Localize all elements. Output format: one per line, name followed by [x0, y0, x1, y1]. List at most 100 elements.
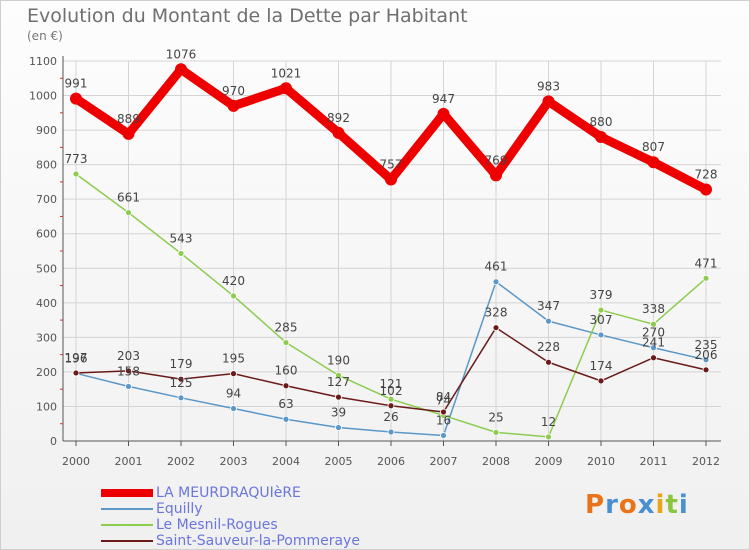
data-label: 203 — [117, 349, 140, 363]
data-point — [177, 394, 185, 402]
data-label: 39 — [331, 406, 346, 420]
data-label: 25 — [488, 410, 503, 424]
data-label: 190 — [327, 353, 350, 367]
data-point — [280, 82, 292, 95]
data-point — [230, 292, 237, 300]
data-point — [175, 63, 187, 76]
data-point — [492, 428, 500, 436]
data-point — [387, 428, 395, 436]
data-point — [700, 183, 712, 196]
x-tick-label: 2001 — [115, 455, 143, 468]
data-label: 196 — [65, 351, 88, 365]
data-point — [595, 131, 607, 143]
data-label: 285 — [275, 321, 298, 335]
data-label: 661 — [117, 191, 140, 205]
y-tick-label: 800 — [36, 159, 57, 172]
x-tick-label: 2011 — [640, 455, 668, 468]
data-point — [335, 371, 342, 379]
data-label: 461 — [485, 260, 508, 274]
data-point — [437, 107, 450, 120]
logo-letter: r — [605, 490, 619, 520]
logo-letter: i — [678, 490, 689, 520]
y-tick-label: 0 — [50, 435, 57, 448]
data-point — [387, 402, 395, 410]
data-label: 543 — [170, 231, 193, 245]
legend-swatch — [101, 508, 153, 510]
data-point — [335, 424, 342, 431]
data-point — [72, 369, 80, 377]
data-label: 74 — [436, 393, 451, 407]
data-point — [177, 375, 185, 383]
x-tick-label: 2008 — [482, 455, 510, 468]
data-point — [650, 354, 657, 362]
data-label: 769 — [485, 153, 508, 167]
data-label: 807 — [642, 140, 665, 154]
proxiti-logo: Proxiti — [585, 490, 689, 520]
data-label: 892 — [327, 111, 350, 125]
x-tick-label: 2010 — [587, 455, 615, 468]
data-point — [227, 99, 240, 112]
logo-letter: i — [655, 490, 666, 520]
data-point — [230, 370, 237, 378]
data-point — [545, 433, 552, 441]
data-point — [387, 395, 395, 403]
data-label: 970 — [222, 84, 245, 98]
data-label: 228 — [537, 340, 560, 354]
data-label: 728 — [695, 168, 718, 182]
data-label: 197 — [65, 351, 88, 365]
legend-label: Equilly — [156, 501, 203, 517]
data-label: 241 — [642, 336, 665, 350]
x-tick-label: 2012 — [692, 455, 720, 468]
data-point — [125, 367, 132, 375]
data-label: 991 — [65, 77, 88, 91]
data-label: 94 — [226, 387, 241, 401]
data-point — [335, 393, 342, 401]
data-label: 158 — [117, 364, 140, 378]
data-point — [492, 278, 500, 286]
data-label: 12 — [541, 415, 556, 429]
y-tick-label: 1100 — [29, 55, 57, 68]
data-point — [125, 209, 132, 217]
data-label: 179 — [170, 357, 193, 371]
data-label: 347 — [537, 299, 560, 313]
data-point — [70, 92, 82, 105]
y-tick-label: 1000 — [29, 90, 57, 103]
data-point — [597, 331, 605, 339]
legend-label: LA MEURDRAQUIèRE — [156, 485, 301, 501]
y-tick-label: 100 — [36, 400, 57, 413]
data-label: 121 — [380, 377, 403, 391]
chart-title: Evolution du Montant de la Dette par Hab… — [27, 5, 468, 27]
data-label: 379 — [590, 288, 613, 302]
data-point — [230, 405, 237, 412]
logo-letter: P — [585, 490, 606, 520]
data-label: 420 — [222, 274, 245, 288]
data-label: 160 — [275, 364, 298, 378]
data-point — [282, 339, 290, 346]
data-point — [702, 274, 710, 282]
data-label: 16 — [436, 413, 451, 427]
data-point — [647, 156, 660, 169]
data-point — [440, 432, 447, 439]
x-tick-label: 2007 — [430, 455, 458, 468]
y-tick-label: 900 — [36, 124, 57, 137]
data-point — [545, 317, 552, 325]
data-label: 270 — [642, 326, 665, 340]
chart-subtitle: (en €) — [27, 29, 63, 43]
y-tick-label: 400 — [36, 297, 57, 310]
data-point — [332, 126, 345, 139]
data-point — [122, 127, 135, 140]
legend-label: Le Mesnil-Rogues — [156, 517, 278, 533]
data-point — [492, 324, 500, 332]
legend-swatch — [101, 524, 153, 526]
data-label: 338 — [642, 302, 665, 316]
data-label: 983 — [537, 79, 560, 93]
data-label: 174 — [590, 359, 613, 373]
data-point — [542, 95, 555, 108]
x-tick-label: 2006 — [377, 455, 405, 468]
data-point — [702, 366, 710, 374]
data-label: 26 — [383, 410, 398, 424]
data-point — [282, 382, 290, 390]
logo-letter: t — [665, 490, 679, 520]
data-label: 1076 — [166, 47, 197, 61]
